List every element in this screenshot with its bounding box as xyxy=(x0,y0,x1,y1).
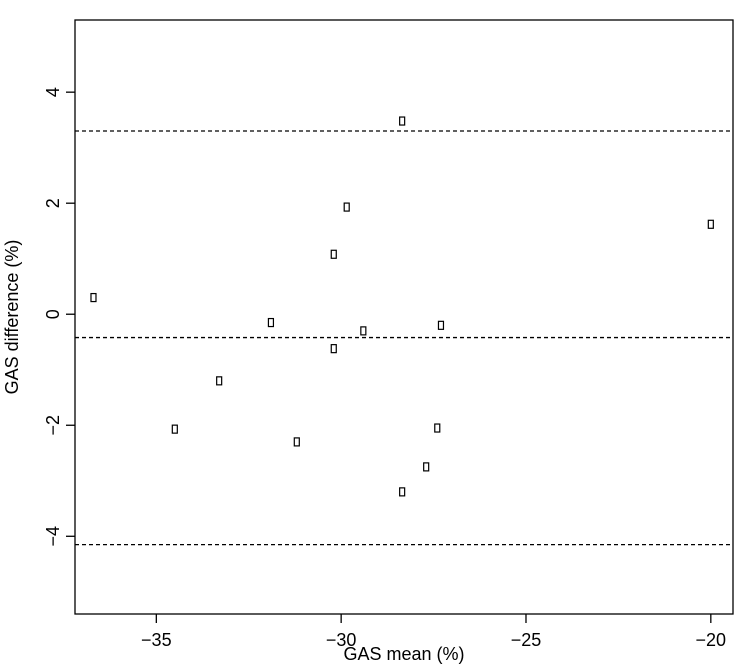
x-tick-label: −25 xyxy=(511,630,542,650)
data-points xyxy=(90,116,714,497)
y-tick-label: 2 xyxy=(43,198,63,208)
y-tick-label: 0 xyxy=(43,309,63,319)
data-point xyxy=(434,423,441,433)
data-point xyxy=(90,292,97,303)
plot-frame xyxy=(74,19,734,615)
data-point xyxy=(437,320,445,330)
y-tick-label: −4 xyxy=(43,526,63,547)
data-point xyxy=(343,202,350,212)
data-point xyxy=(360,326,367,336)
x-axis: −35 −30 −25 −20 xyxy=(141,614,726,650)
data-point xyxy=(216,376,223,386)
y-axis-title: GAS difference (%) xyxy=(2,240,22,395)
data-point xyxy=(330,344,337,354)
data-point xyxy=(330,249,337,259)
x-tick-label: −35 xyxy=(141,630,172,650)
y-axis: −4 −2 0 2 4 xyxy=(43,87,75,547)
data-point xyxy=(293,437,300,447)
data-point xyxy=(399,116,406,126)
data-point xyxy=(423,462,430,472)
reference-lines xyxy=(75,130,733,546)
data-point xyxy=(399,487,406,497)
x-axis-title: GAS mean (%) xyxy=(343,644,464,664)
data-point xyxy=(267,317,275,328)
y-tick-label: 4 xyxy=(43,87,63,97)
y-tick-label: −2 xyxy=(43,415,63,436)
data-point xyxy=(171,424,178,434)
data-point xyxy=(707,219,714,229)
x-tick-label: −20 xyxy=(696,630,727,650)
x-tick-label: −30 xyxy=(326,630,357,650)
